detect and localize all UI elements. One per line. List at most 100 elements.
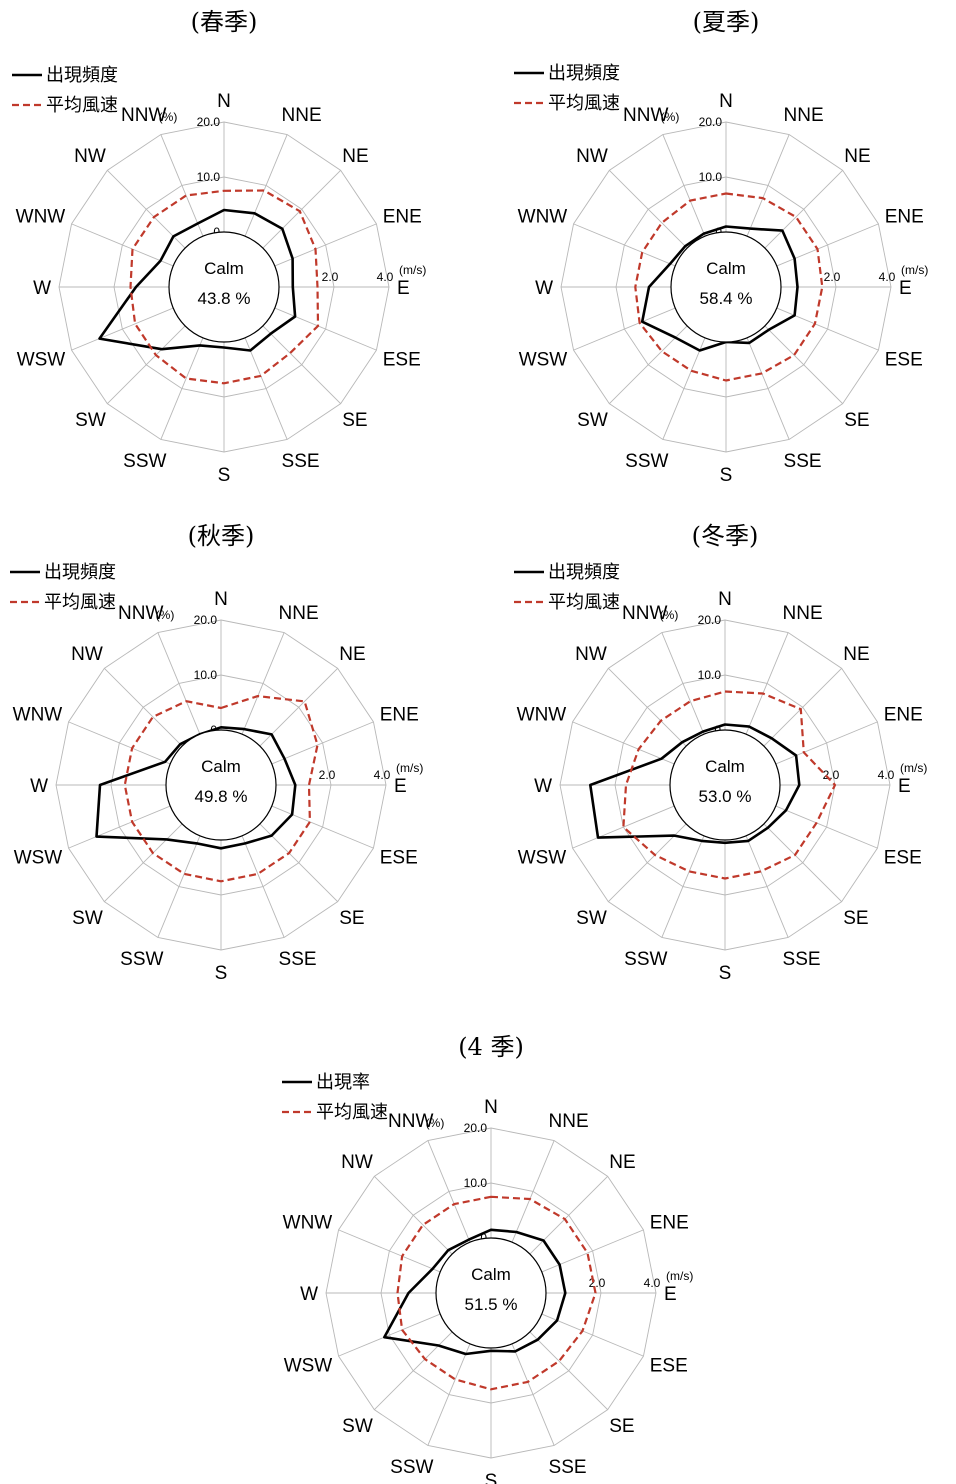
grid-spoke-sse xyxy=(746,337,790,440)
grid-spoke-nnw xyxy=(661,632,705,735)
speed-unit-label: (m/s) xyxy=(666,1269,693,1283)
direction-label-sse: SSE xyxy=(784,451,822,472)
direction-label-s: S xyxy=(719,963,732,984)
grid-spoke-nnw xyxy=(662,134,706,237)
freq-tick-label: 20.0 xyxy=(464,1121,488,1135)
grid-spoke-ne xyxy=(262,170,341,249)
grid-spoke-ese xyxy=(271,805,374,849)
direction-label-n: N xyxy=(484,1097,498,1118)
direction-label-ne: NE xyxy=(339,644,365,665)
direction-label-ese: ESE xyxy=(380,848,418,869)
series-line-wind-speed xyxy=(634,192,824,382)
grid-spoke-nnw xyxy=(157,632,201,735)
direction-label-s: S xyxy=(218,465,231,486)
direction-label-sse: SSE xyxy=(549,1457,587,1478)
freq-unit-label: (%) xyxy=(661,110,680,124)
direction-label-n: N xyxy=(718,589,732,610)
direction-label-ene: ENE xyxy=(885,206,924,227)
direction-label-ssw: SSW xyxy=(120,949,163,970)
direction-label-e: E xyxy=(899,278,912,299)
freq-tick-label: 10.0 xyxy=(197,170,221,184)
grid-spoke-ene xyxy=(271,721,374,765)
direction-label-wsw: WSW xyxy=(284,1356,333,1377)
speed-tick-label: 2.0 xyxy=(824,270,841,284)
grid-spoke-wnw xyxy=(573,223,676,267)
grid-spoke-wsw xyxy=(572,805,675,849)
legend-speed-label: 平均風速 xyxy=(548,592,620,613)
direction-label-nnw: NNW xyxy=(121,105,166,126)
grid-spoke-sse xyxy=(511,1343,555,1446)
direction-label-w: W xyxy=(534,776,552,797)
direction-label-ssw: SSW xyxy=(624,949,667,970)
calm-label: Calm xyxy=(471,1265,511,1284)
calm-label: Calm xyxy=(204,259,244,278)
series-line-frequency xyxy=(95,725,297,850)
direction-label-ne: NE xyxy=(844,146,870,167)
direction-label-nw: NW xyxy=(71,644,103,665)
direction-label-sse: SSE xyxy=(282,451,320,472)
freq-tick-label: 20.0 xyxy=(197,115,221,129)
grid-spoke-nne xyxy=(244,134,288,237)
direction-label-ssw: SSW xyxy=(625,451,668,472)
direction-label-ese: ESE xyxy=(884,848,922,869)
grid-spoke-nne xyxy=(511,1140,555,1243)
freq-tick-label: 10.0 xyxy=(699,170,723,184)
direction-label-sse: SSE xyxy=(783,949,821,970)
grid-spoke-wnw xyxy=(71,223,174,267)
legend-freq-label: 出現頻度 xyxy=(548,562,620,583)
legend-speed-label: 平均風速 xyxy=(548,93,620,114)
direction-label-sw: SW xyxy=(577,410,608,431)
grid-spoke-ene xyxy=(775,721,878,765)
direction-label-e: E xyxy=(394,776,407,797)
speed-unit-label: (m/s) xyxy=(396,761,423,775)
speed-tick-label: 2.0 xyxy=(319,768,336,782)
calm-value: 51.5 % xyxy=(465,1295,518,1314)
direction-label-ene: ENE xyxy=(650,1212,689,1233)
calm-value: 49.8 % xyxy=(195,787,248,806)
direction-label-wnw: WNW xyxy=(517,704,567,725)
direction-label-nne: NNE xyxy=(784,105,824,126)
grid-spoke-se xyxy=(763,823,842,902)
calm-label: Calm xyxy=(201,757,241,776)
grid-spoke-nw xyxy=(104,668,183,747)
speed-unit-label: (m/s) xyxy=(901,263,928,277)
grid-spoke-nw xyxy=(107,170,186,249)
series-line-frequency xyxy=(588,723,801,845)
direction-label-sw: SW xyxy=(342,1416,373,1437)
direction-label-nne: NNE xyxy=(783,603,823,624)
direction-label-se: SE xyxy=(843,908,868,929)
grid-spoke-ne xyxy=(764,170,843,249)
freq-unit-label: (%) xyxy=(156,608,175,622)
direction-label-ese: ESE xyxy=(885,350,923,371)
speed-tick-label: 2.0 xyxy=(823,768,840,782)
grid-spoke-se xyxy=(529,1331,608,1410)
direction-label-nw: NW xyxy=(74,146,106,167)
direction-label-se: SE xyxy=(844,410,869,431)
grid-spoke-ese xyxy=(776,307,879,351)
grid-spoke-ne xyxy=(763,668,842,747)
direction-label-nne: NNE xyxy=(279,603,319,624)
direction-label-s: S xyxy=(720,465,733,486)
calm-label: Calm xyxy=(705,757,745,776)
direction-label-wnw: WNW xyxy=(518,206,568,227)
direction-label-nne: NNE xyxy=(549,1111,589,1132)
series-line-wind-speed xyxy=(129,189,320,385)
freq-tick-label: 10.0 xyxy=(698,668,722,682)
direction-label-wsw: WSW xyxy=(17,350,66,371)
direction-label-ssw: SSW xyxy=(123,451,166,472)
legend-freq-label: 出現頻度 xyxy=(44,562,116,583)
legend-freq-label: 出現頻度 xyxy=(46,65,118,86)
speed-tick-label: 4.0 xyxy=(374,768,391,782)
direction-label-w: W xyxy=(300,1284,318,1305)
direction-label-nnw: NNW xyxy=(388,1111,433,1132)
grid-spoke-wsw xyxy=(71,307,174,351)
grid-spoke-ene xyxy=(274,223,377,267)
speed-tick-label: 4.0 xyxy=(878,768,895,782)
grid-spoke-ese xyxy=(775,805,878,849)
grid-spoke-ssw xyxy=(157,835,201,938)
grid-spoke-sw xyxy=(609,325,688,404)
direction-label-sse: SSE xyxy=(279,949,317,970)
direction-label-wnw: WNW xyxy=(16,206,66,227)
